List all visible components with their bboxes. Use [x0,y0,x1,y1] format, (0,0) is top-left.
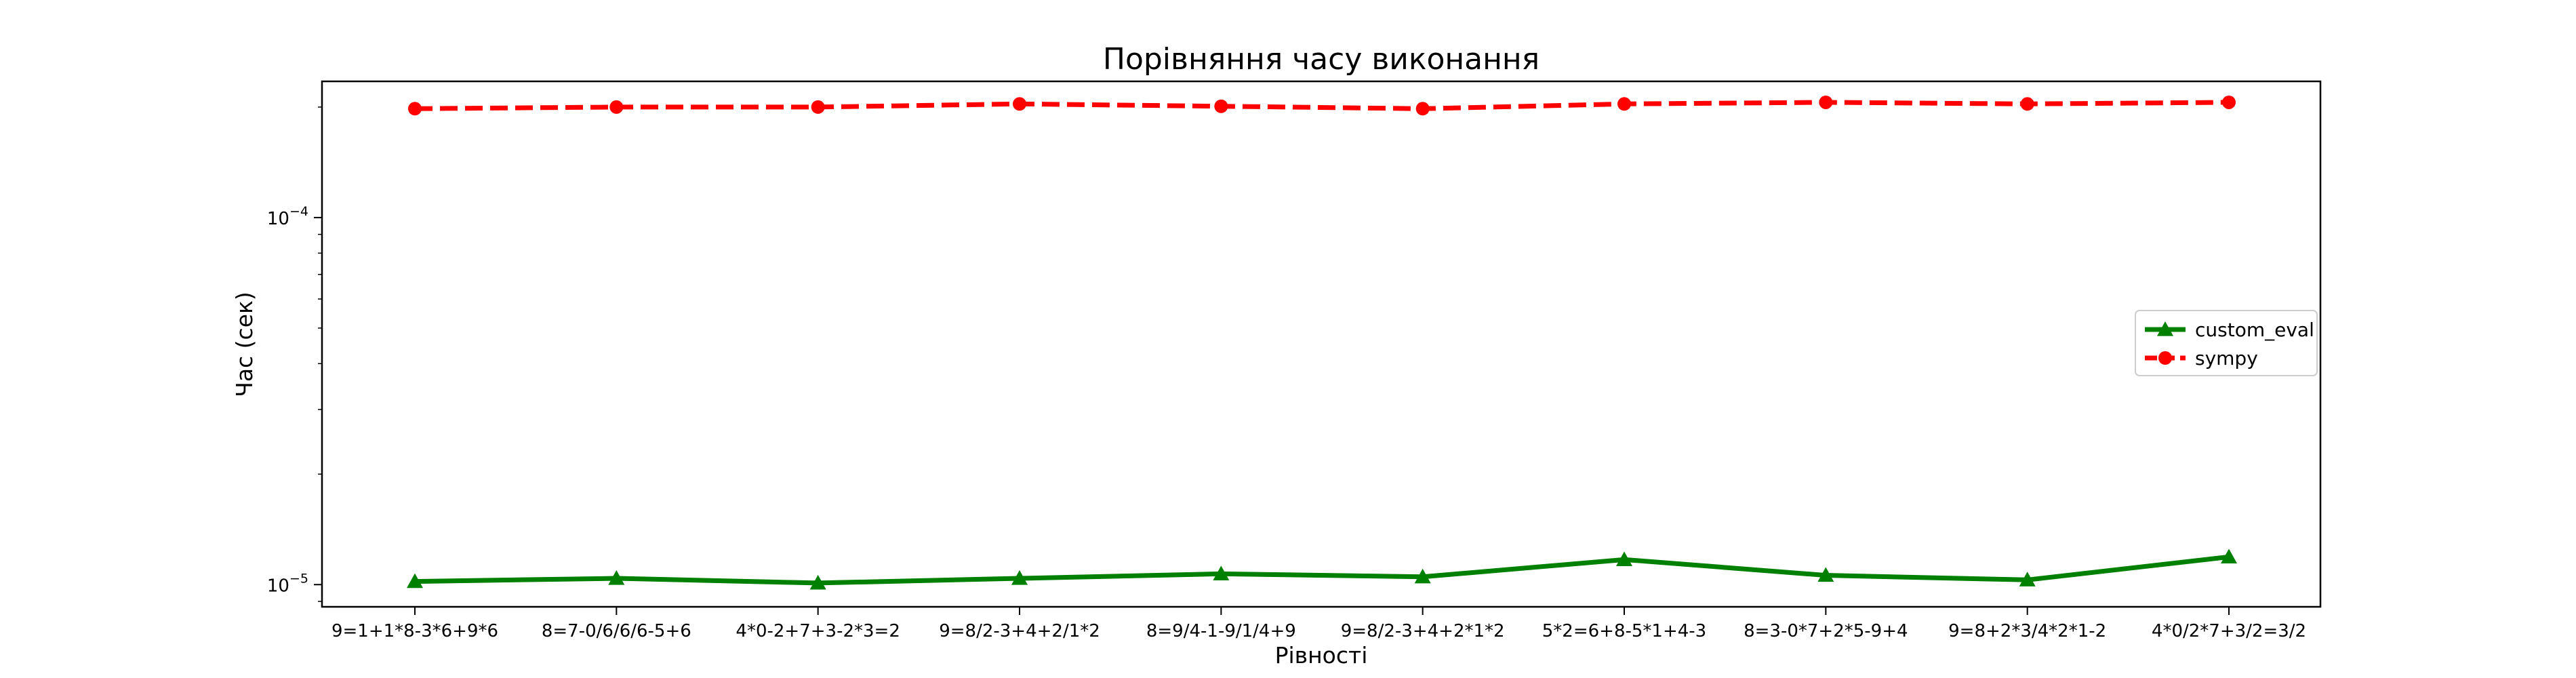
data-point [2020,97,2034,111]
data-point [809,574,826,590]
legend-item-sympy: sympy [2145,347,2258,370]
data-point [1617,97,1631,111]
y-axis-label: Час (сек) [231,292,258,397]
data-point [1011,570,1028,585]
x-axis: 9=1+1*8-3*6+9*6 8=7-0/6/6/6-5+6 4*0-2+7+3-… [331,607,2306,641]
legend-label: sympy [2195,347,2258,370]
x-tick-label: 9=8+2*3/4*2*1-2 [1948,621,2106,641]
legend-item-custom_eval: custom_eval [2145,319,2314,341]
data-point [1213,565,1230,580]
data-point [408,102,422,116]
data-point [609,100,624,114]
x-tick-label: 4*0-2+7+3-2*3=2 [736,621,900,641]
data-point [608,570,625,585]
legend-marker [2157,321,2173,336]
x-tick-label: 8=9/4-1-9/1/4+9 [1146,621,1296,641]
legend-marker [2158,351,2172,365]
x-tick-label: 8=3-0*7+2*5-9+4 [1744,621,1908,641]
x-axis-label: Рівності [1275,642,1368,669]
series-custom_eval [407,549,2237,590]
series-line [414,554,2230,586]
x-tick-label: 4*0/2*7+3/2=3/2 [2152,621,2306,641]
series-sympy [408,95,2236,116]
data-point [1214,99,1228,113]
plot-area-frame [321,80,2322,608]
data-point [1819,95,1833,109]
y-axis: 10−5 10−4 [267,106,322,602]
y-tick-label: 10−5 [267,571,308,596]
chart-title: Порівняння часу виконання [1103,42,1539,77]
data-point [407,573,423,589]
x-tick-label: 8=7-0/6/6/6-5+6 [542,621,691,641]
data-point [1013,97,1026,111]
x-tick-label: 5*2=6+8-5*1+4-3 [1542,621,1706,641]
x-tick-label: 9=8/2-3+4+2/1*2 [939,621,1100,641]
data-point [1414,568,1431,584]
data-point [2222,95,2236,109]
legend-label: custom_eval [2195,319,2314,341]
data-point [2221,549,2237,563]
data-point [811,100,825,114]
y-tick-label: 10−4 [267,204,308,229]
series-line [414,100,2230,111]
data-point [1616,551,1632,566]
x-tick-label: 9=8/2-3+4+2*1*2 [1341,621,1505,641]
data-point [1817,567,1834,582]
data-point [2019,572,2036,586]
data-point [1415,102,1430,116]
x-tick-label: 9=1+1*8-3*6+9*6 [331,621,498,641]
series-layer [407,95,2237,590]
